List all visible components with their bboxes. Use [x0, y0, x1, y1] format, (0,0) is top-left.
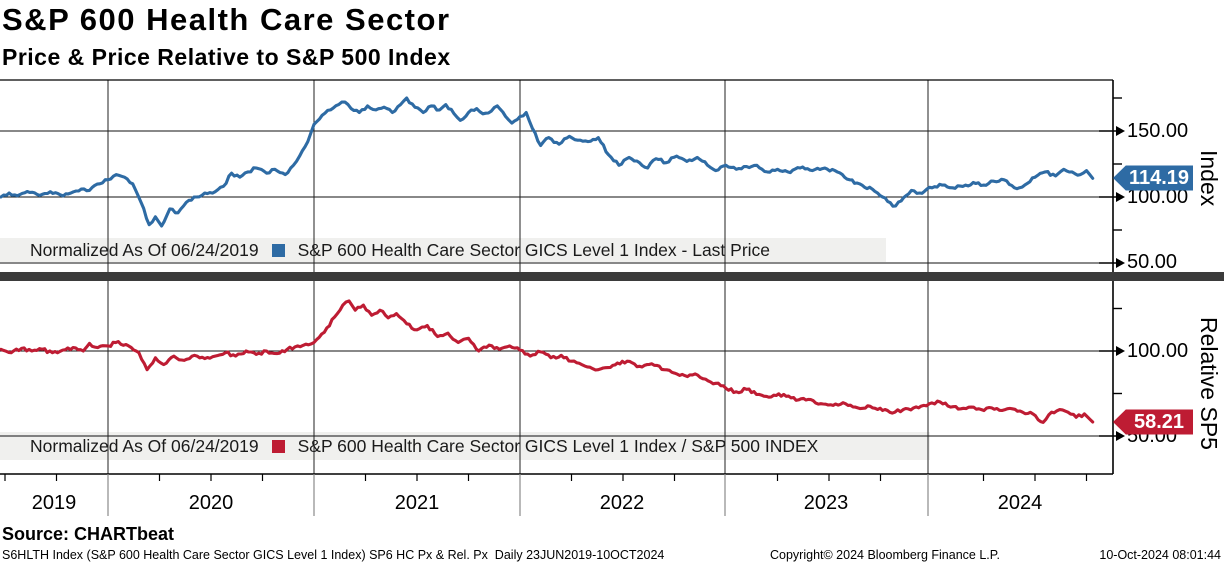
ytick-arrow-icon [1116, 258, 1125, 268]
panel-splitter-handle[interactable] [0, 272, 1224, 281]
xaxis-year-2022: 2022 [599, 492, 645, 514]
ytick-label-150: 150.00 [1127, 120, 1189, 142]
ytick-arrow-icon [1116, 346, 1125, 356]
relative-legend-normalized-label: Normalized As Of 06/24/2019 [30, 435, 259, 456]
price-series-label: S&P 600 Health Care Sector GICS Level 1 … [297, 239, 771, 260]
relative-line [0, 299, 1095, 424]
xaxis-year-2021: 2021 [394, 492, 440, 514]
price-legend-normalized-label: Normalized As Of 06/24/2019 [30, 239, 259, 260]
ytick-label-100-top: 100.00 [1127, 186, 1189, 208]
ytick-label-100-bottom: 100.00 [1127, 340, 1189, 362]
relative-axis-name: Relative SP5 [1196, 316, 1222, 450]
relative-series-label: S&P 600 Health Care Sector GICS Level 1 … [297, 435, 819, 456]
footer-copyright: Copyright© 2024 Bloomberg Finance L.P. [770, 548, 1000, 562]
xaxis-year-2023: 2023 [803, 492, 849, 514]
chart-subtitle: Price & Price Relative to S&P 500 Index [2, 44, 451, 70]
legend-box [0, 432, 930, 460]
price-last-value-badge: 114.19 [1113, 165, 1193, 191]
legend-box [0, 238, 886, 262]
ytick-arrow-icon [1116, 126, 1125, 136]
ytick-label-50-top: 50.00 [1127, 251, 1178, 273]
source-label: Source: CHARTbeat [2, 524, 175, 544]
xaxis-year-2019: 2019 [31, 492, 77, 514]
relative-last-value: 58.21 [1133, 410, 1185, 433]
xaxis-year-2020: 2020 [188, 492, 234, 514]
price-last-value: 114.19 [1128, 166, 1190, 189]
price-legend: Normalized As Of 06/24/2019 S&P 600 Heal… [0, 238, 886, 262]
relative-legend: Normalized As Of 06/24/2019 S&P 600 Heal… [0, 432, 930, 460]
relative-series-swatch-icon [271, 439, 285, 453]
price-series-swatch-icon [271, 243, 285, 257]
relative-last-value-badge: 58.21 [1113, 409, 1193, 435]
ytick-arrow-icon [1116, 192, 1125, 202]
footer-security-info: S6HLTH Index (S&P 600 Health Care Sector… [2, 548, 665, 562]
price-axis-name: Index [1196, 149, 1222, 207]
ytick-arrow-icon [1116, 431, 1125, 441]
xaxis-year-2024: 2024 [997, 492, 1043, 514]
footer-datetime: 10-Oct-2024 08:01:44 [1099, 548, 1221, 562]
price-line [0, 96, 1095, 228]
chart-title: S&P 600 Health Care Sector [2, 2, 451, 37]
